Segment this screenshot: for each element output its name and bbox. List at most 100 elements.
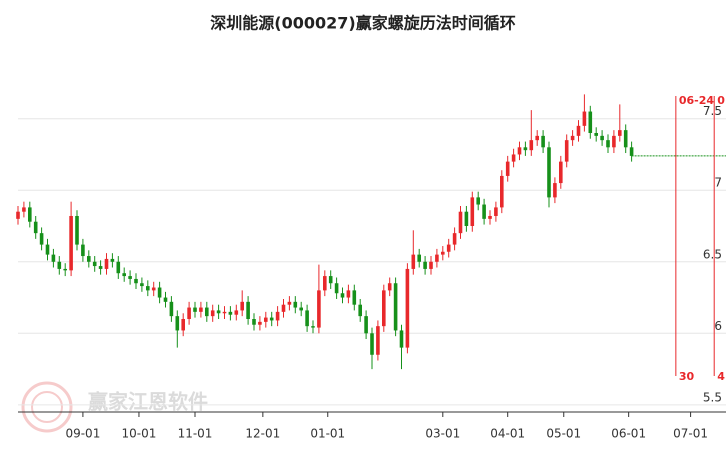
- candle-body: [169, 301, 174, 317]
- candle-body: [505, 161, 510, 176]
- candle-body: [199, 307, 203, 312]
- candle-body: [452, 233, 457, 245]
- candle-body: [411, 254, 416, 269]
- candle-body: [264, 317, 268, 322]
- candle-body: [370, 333, 374, 355]
- candle-body: [275, 311, 280, 321]
- candle-body: [63, 268, 67, 271]
- y-tick-label: 5.5: [703, 390, 722, 404]
- candle-body: [352, 290, 357, 305]
- candle-body: [33, 221, 38, 234]
- candle-body: [541, 135, 545, 148]
- candle-body: [553, 183, 557, 198]
- candle-body: [128, 276, 132, 279]
- candle-body: [346, 290, 351, 298]
- x-tick-label: 04-01: [490, 427, 525, 441]
- candle-body: [146, 286, 150, 291]
- candle-body: [187, 307, 191, 319]
- candle-body: [240, 301, 244, 311]
- candle-body: [140, 283, 144, 287]
- candle-body: [441, 251, 445, 255]
- candle-body: [323, 276, 327, 291]
- candle-body: [523, 147, 528, 151]
- candle-body: [600, 135, 604, 141]
- candle-body: [87, 256, 91, 262]
- candle-body: [464, 211, 469, 226]
- y-tick-label: 7: [714, 176, 722, 190]
- candle-body: [629, 147, 634, 156]
- candle-body: [340, 293, 345, 298]
- candle-body: [382, 290, 386, 327]
- candle-body: [529, 140, 534, 151]
- candle-body: [222, 311, 227, 314]
- x-tick-label: 05-01: [546, 427, 581, 441]
- candle-body: [364, 316, 368, 334]
- candle-body: [104, 258, 109, 269]
- chart-title: 深圳能源(000027)赢家螺旋历法时间循环: [210, 14, 515, 33]
- watermark: 赢家江恩软件: [88, 390, 208, 414]
- candle-body: [287, 301, 292, 305]
- candle-body: [511, 154, 516, 162]
- candle-body: [429, 261, 433, 269]
- candle-body: [81, 244, 85, 257]
- candle-body: [500, 175, 504, 208]
- candle-body: [470, 197, 475, 226]
- x-tick-label: 03-01: [425, 427, 460, 441]
- candle-body: [181, 319, 185, 331]
- candle-body: [163, 297, 168, 302]
- candle-body: [51, 254, 56, 262]
- candle-body: [482, 204, 486, 219]
- candle-body: [151, 287, 156, 291]
- candle-body: [488, 215, 492, 219]
- y-tick-label: 6.5: [703, 247, 722, 261]
- y-tick-label: 7.5: [703, 104, 722, 118]
- candle-body: [216, 310, 221, 314]
- candle-body: [417, 254, 421, 262]
- candle-body: [547, 147, 551, 198]
- candle-body: [393, 283, 398, 331]
- candle-body: [98, 266, 103, 269]
- candle-body: [311, 326, 315, 328]
- candle-body: [623, 130, 628, 148]
- x-tick-label: 12-01: [245, 427, 280, 441]
- candle-body: [299, 307, 303, 311]
- x-tick-label: 07-01: [673, 427, 708, 441]
- watermark-logo: [21, 381, 73, 433]
- candle-body: [612, 135, 616, 148]
- candle-body: [387, 283, 392, 291]
- x-tick-label: 11-01: [178, 427, 213, 441]
- candle-body: [535, 135, 539, 141]
- candle-body: [22, 207, 26, 212]
- candle-body: [175, 316, 180, 331]
- x-tick-label: 10-01: [122, 427, 157, 441]
- candle-body: [458, 211, 463, 234]
- candle-body: [564, 140, 569, 162]
- candle-body: [69, 215, 73, 271]
- x-tick-label: 01-01: [310, 427, 345, 441]
- candle-body: [134, 278, 138, 284]
- x-tick-label: 09-01: [65, 427, 100, 441]
- candle-body: [293, 301, 298, 308]
- candle-body: [305, 310, 309, 327]
- y-tick-label: 6: [714, 319, 722, 333]
- candle-body: [446, 244, 451, 252]
- candle-body: [122, 273, 126, 277]
- candle-body: [234, 310, 239, 315]
- cycle-bottom-label: 30: [679, 370, 695, 383]
- candle-body: [618, 130, 622, 136]
- candle-body: [376, 326, 380, 355]
- candle-body: [210, 310, 215, 317]
- candle-body: [252, 319, 256, 325]
- candle-body: [559, 161, 563, 184]
- candle-body: [269, 317, 274, 321]
- candle-body: [358, 304, 362, 317]
- candle-body: [116, 261, 121, 274]
- cycle-bottom-label: 4: [717, 370, 725, 383]
- candle-body: [576, 125, 581, 136]
- candle-body: [157, 287, 162, 298]
- candle-body: [193, 307, 197, 312]
- candle-body: [588, 111, 593, 133]
- candle-body: [399, 330, 404, 348]
